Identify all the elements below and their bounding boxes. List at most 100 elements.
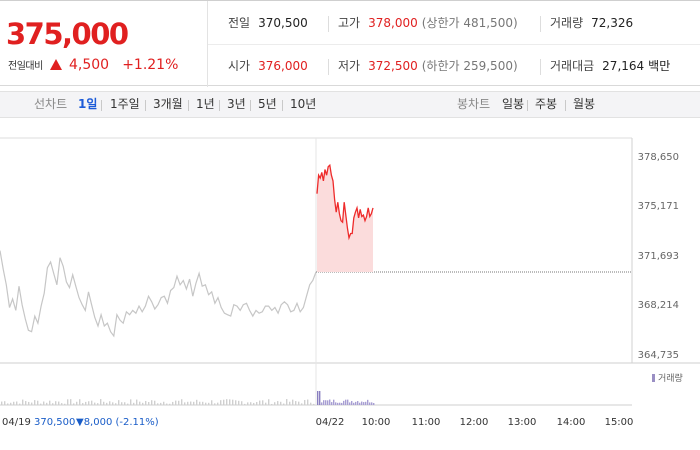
y-tick-label: 371,693 — [638, 251, 679, 262]
volume-bar — [145, 400, 147, 405]
volume-bar — [67, 399, 69, 405]
stat-label: 저가 — [338, 59, 361, 73]
tab-10-years[interactable]: 10년 — [290, 97, 317, 111]
prev-change-label: ▼8,000 (-2.11%) — [76, 417, 159, 428]
volume-bar — [34, 400, 36, 405]
volume-bar — [369, 402, 371, 405]
volume-bar — [373, 402, 375, 405]
volume-bar — [70, 399, 72, 405]
volume-bar — [208, 402, 210, 405]
volume-bar — [247, 402, 249, 405]
tab-divider — [250, 100, 251, 111]
stat-label: 전일 — [228, 16, 251, 30]
stat-trade-value: 거래대금 27,164 백만 — [550, 45, 670, 88]
line-chart-title: 선차트 — [34, 97, 68, 111]
tab-monthly-candle[interactable]: 월봉 — [573, 97, 596, 111]
x-tick-label: 12:00 — [460, 417, 489, 428]
volume-bar — [61, 403, 63, 405]
volume-bar — [241, 401, 243, 405]
current-price: 375,000 — [6, 17, 129, 51]
tab-divider — [188, 100, 189, 111]
volume-bar — [323, 400, 325, 405]
volume-bar — [226, 399, 228, 405]
stat-value: 370,500 — [258, 16, 308, 30]
tab-5-years[interactable]: 5년 — [258, 97, 277, 111]
x-tick-label: 14:00 — [557, 417, 586, 428]
volume-bar — [292, 399, 294, 405]
previous-day-line — [0, 250, 317, 338]
volume-bar — [88, 401, 90, 405]
volume-bar — [304, 400, 306, 405]
volume-bar — [229, 399, 231, 405]
stat-open: 시가 376,000 — [228, 45, 308, 88]
volume-bar — [106, 402, 108, 405]
volume-bar — [181, 399, 183, 405]
volume-bar — [121, 402, 123, 405]
stat-value: 378,000 — [368, 16, 418, 30]
volume-bar — [52, 403, 54, 405]
x-tick-label: 10:00 — [362, 417, 391, 428]
tab-daily-candle[interactable]: 일봉 — [502, 97, 525, 111]
volume-bar — [327, 400, 329, 405]
stat-divider — [540, 59, 541, 75]
volume-bar — [295, 401, 297, 405]
volume-bar — [175, 400, 177, 405]
volume-bar — [321, 402, 323, 405]
tab-3-months[interactable]: 3개월 — [153, 97, 183, 111]
stat-label: 거래량 — [550, 16, 584, 30]
tab-weekly-candle[interactable]: 주봉 — [535, 97, 558, 111]
quote-panel: 375,000 전일대비 4,500 +1.21% 전일 370,500 고가 37… — [0, 0, 700, 88]
volume-bar — [172, 401, 174, 405]
volume-bar — [100, 399, 102, 405]
volume-bar — [274, 402, 276, 405]
volume-bar — [28, 401, 30, 405]
volume-bar — [190, 401, 192, 405]
tab-1-year[interactable]: 1년 — [196, 97, 215, 111]
volume-bar — [178, 400, 180, 405]
volume-bar — [310, 402, 312, 405]
tab-1-week[interactable]: 1주일 — [110, 97, 140, 111]
stat-label: 거래대금 — [550, 59, 595, 73]
candle-chart-title: 봉차트 — [457, 97, 491, 111]
volume-bar — [256, 402, 258, 405]
volume-bar — [371, 402, 373, 405]
price-change-row: 전일대비 4,500 +1.21% — [8, 54, 178, 73]
volume-bar — [13, 401, 15, 405]
volume-bar — [127, 403, 129, 405]
volume-bar — [359, 402, 361, 405]
volume-bar — [317, 391, 319, 405]
volume-bar — [151, 400, 153, 405]
volume-bar — [154, 400, 156, 405]
price-chart: 378,650 375,171 371,693 368,214 364,735 … — [0, 137, 700, 428]
volume-bar — [82, 403, 84, 405]
volume-legend-swatch — [652, 374, 655, 382]
volume-bar — [76, 401, 78, 405]
volume-bar — [79, 399, 81, 405]
stat-sub: (하한가 259,500) — [421, 59, 518, 73]
volume-bar — [331, 402, 333, 405]
volume-bars — [1, 391, 375, 405]
volume-bar — [301, 403, 303, 405]
volume-bar — [277, 401, 279, 405]
volume-bar — [148, 401, 150, 405]
today-price-line — [316, 163, 374, 241]
volume-bar — [136, 399, 138, 405]
volume-bar — [349, 402, 351, 405]
volume-bar — [220, 400, 222, 405]
tab-divider — [101, 100, 102, 111]
stat-value: 372,500 — [368, 59, 418, 73]
volume-bar — [91, 400, 93, 405]
volume-bar — [345, 399, 347, 405]
volume-bar — [199, 401, 201, 405]
volume-bar — [46, 402, 48, 405]
stat-divider — [540, 16, 541, 32]
tab-3-years[interactable]: 3년 — [227, 97, 246, 111]
volume-bar — [157, 403, 159, 405]
volume-bar — [341, 402, 343, 405]
chart-period-tabbar: 선차트 1일 1주일 3개월 1년 3년 5년 10년 봉차트 일봉 주봉 월봉 — [0, 91, 700, 118]
volume-bar — [94, 402, 96, 405]
volume-bar — [265, 402, 267, 405]
tab-1-day[interactable]: 1일 — [78, 97, 98, 111]
volume-bar — [259, 400, 261, 405]
stat-unit: 백만 — [648, 59, 671, 73]
